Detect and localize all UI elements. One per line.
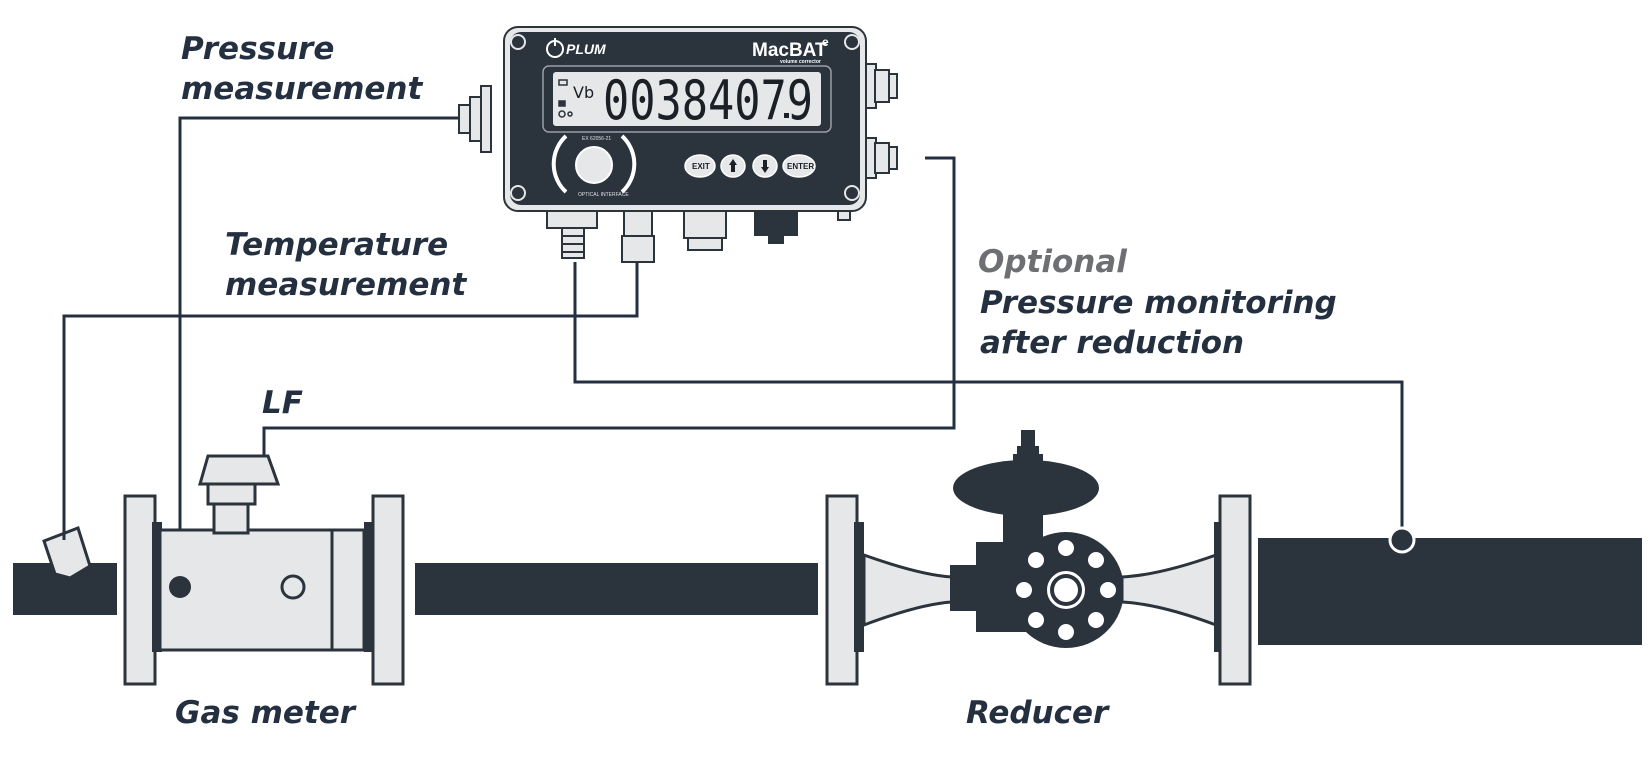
- pressure-label-line2: measurement: [181, 71, 423, 107]
- bottom-connector: [754, 210, 798, 236]
- pressure-monitoring-line: [573, 262, 1404, 538]
- reducer-label: Reducer: [966, 695, 1110, 731]
- temperature-line: [62, 252, 639, 534]
- up-button[interactable]: [720, 154, 746, 178]
- pressure-monitoring-label-line2: after reduction: [980, 325, 1244, 361]
- monitoring-port-dot: [1388, 526, 1416, 554]
- pressure-fitting: [458, 85, 492, 153]
- lcd-indicator: Vb: [573, 83, 594, 102]
- gas-meter: [123, 454, 405, 686]
- exit-button[interactable]: EXIT: [684, 154, 716, 178]
- lcd-screen: [553, 72, 821, 126]
- pressure-label-line1: Pressure: [181, 31, 334, 67]
- labels: Pressure measurement Temperature measure…: [175, 31, 1337, 731]
- lcd-value: 00384079: [603, 69, 813, 132]
- cert-text: EX 62056-21: [582, 136, 611, 142]
- arrow-down-icon: [761, 160, 769, 173]
- screws: [510, 34, 860, 201]
- right-glands: [863, 63, 898, 179]
- lf-line: [262, 156, 956, 462]
- pressure-monitoring-label-line1: Pressure monitoring: [980, 285, 1337, 321]
- bottom-glands: [546, 209, 851, 263]
- macbat-device: PLUM MacBAT e volume corrector Vb 003840…: [458, 26, 898, 263]
- pipe-outlet: [1258, 538, 1642, 645]
- model-name: MacBAT: [752, 40, 827, 61]
- model-subtitle: volume corrector: [780, 59, 821, 65]
- plum-logo-icon: [546, 38, 564, 58]
- pressure-port-dot: [169, 576, 191, 598]
- gas-meter-label: Gas meter: [175, 695, 357, 731]
- optical-text: OPTICAL INTERFACE: [578, 192, 629, 198]
- pipe-middle: [415, 563, 818, 615]
- enter-button[interactable]: ENTER: [782, 154, 816, 178]
- pressure-line: [178, 116, 468, 582]
- down-button[interactable]: [752, 154, 778, 178]
- optional-label: Optional: [978, 244, 1127, 280]
- svg-text:ENTER: ENTER: [787, 162, 814, 171]
- temperature-label-line1: Temperature: [225, 227, 448, 263]
- temperature-probe: [42, 526, 92, 580]
- optical-interface: [551, 134, 637, 194]
- reducer: [825, 430, 1252, 686]
- connection-lines: [62, 116, 1404, 582]
- meter-port: [280, 574, 306, 600]
- lf-label: LF: [262, 385, 303, 421]
- model-sup: e: [822, 35, 829, 49]
- brand-logo: PLUM: [566, 41, 606, 57]
- temperature-label-line2: measurement: [225, 267, 467, 303]
- svg-text:EXIT: EXIT: [692, 162, 710, 171]
- arrow-up-icon: [729, 159, 737, 172]
- lcd-status-icons: [558, 79, 573, 118]
